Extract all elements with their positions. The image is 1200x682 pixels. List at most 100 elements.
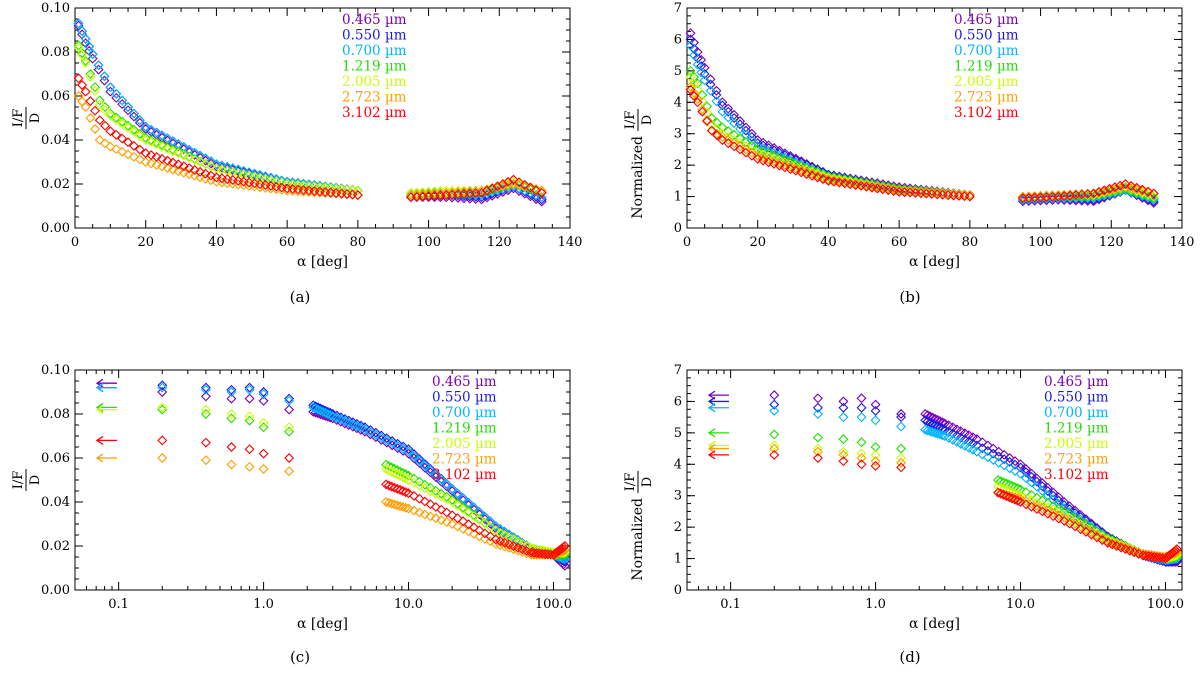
data-point	[452, 488, 463, 499]
data-point	[1149, 552, 1160, 562]
data-point	[134, 144, 145, 155]
data-point	[397, 486, 408, 496]
data-point	[967, 444, 978, 455]
data-point	[1115, 180, 1126, 191]
data-point	[925, 411, 936, 422]
series-0700m	[685, 40, 1159, 205]
data-point	[1037, 506, 1048, 517]
data-point	[1059, 500, 1070, 511]
data-point	[211, 159, 222, 170]
data-point	[395, 470, 406, 481]
data-point	[105, 82, 116, 93]
x-tick-label: 60	[279, 235, 296, 250]
data-point	[226, 393, 237, 404]
data-point	[376, 432, 387, 443]
series-0550m	[157, 380, 570, 567]
data-point	[856, 448, 867, 459]
data-point	[146, 150, 157, 161]
data-point	[521, 541, 532, 551]
data-point	[1070, 521, 1081, 532]
data-point	[77, 80, 88, 90]
data-point	[697, 104, 708, 115]
data-point	[988, 448, 999, 459]
data-point	[740, 125, 751, 136]
data-point	[167, 164, 178, 175]
panel-d: 0.1 1.0 10.0 100.0 0 1 2 3 4 5 6 7 α [deg] Normalized…	[623, 363, 1184, 666]
data-point	[932, 428, 943, 439]
series-0550m	[685, 34, 1159, 207]
data-point	[400, 502, 411, 513]
y-tick-label: 0	[674, 221, 682, 236]
x-axis-label: α [deg]	[909, 254, 960, 270]
x-tick-label: 0	[683, 235, 691, 250]
y-axis-label: Normalized I/F D	[623, 109, 655, 219]
data-point	[436, 488, 447, 499]
data-point	[238, 169, 249, 180]
y-tick-label: 0.04	[41, 495, 70, 510]
data-point	[436, 504, 447, 515]
x-tick-label: 140	[558, 235, 583, 250]
data-point	[758, 152, 769, 163]
data-point	[352, 185, 363, 196]
data-point	[233, 164, 244, 175]
data-point	[1048, 487, 1059, 498]
legend-entry: 1.219 µm	[1044, 421, 1109, 437]
data-point	[134, 115, 145, 126]
x-tick-label: 1.0	[253, 597, 274, 612]
data-point	[951, 436, 962, 447]
data-point	[123, 102, 134, 112]
data-point	[100, 102, 111, 112]
legend: 0.465 µm0.550 µm0.700 µm1.219 µm2.005 µm…	[342, 12, 407, 121]
data-point	[1075, 514, 1086, 525]
y-tick-label: 0.06	[41, 89, 70, 104]
data-point	[812, 453, 823, 463]
data-point	[1171, 544, 1182, 555]
data-point	[441, 517, 452, 528]
data-point	[1021, 499, 1031, 510]
data-point	[409, 490, 419, 501]
data-point	[519, 179, 530, 190]
data-point	[838, 396, 849, 407]
x-tick-label: 10.0	[394, 597, 423, 612]
data-point	[920, 424, 931, 435]
data-point	[1059, 497, 1070, 507]
data-point	[90, 105, 101, 116]
data-point	[94, 115, 105, 126]
data-point	[998, 489, 1009, 500]
x-tick-label: 40	[208, 235, 225, 250]
data-point	[740, 147, 751, 158]
data-point	[927, 412, 938, 423]
data-point	[200, 437, 211, 448]
data-point	[1048, 500, 1059, 511]
data-point	[706, 113, 717, 123]
data-point	[812, 446, 823, 457]
data-point	[84, 41, 95, 52]
series-2723m	[685, 81, 1159, 202]
data-point	[685, 28, 696, 39]
data-point	[838, 412, 849, 423]
data-point	[998, 489, 1009, 500]
data-point	[100, 120, 111, 131]
legend-entry: 3.102 µm	[954, 105, 1019, 121]
data-point	[729, 109, 740, 120]
y-tick-label: 4	[674, 457, 682, 472]
data-point	[536, 192, 547, 203]
data-point	[740, 129, 751, 140]
data-point	[870, 460, 881, 471]
data-point	[937, 417, 948, 428]
data-point	[1075, 524, 1086, 535]
data-point	[77, 29, 88, 40]
legend-entry: 2.723 µm	[342, 90, 407, 106]
data-point	[959, 428, 970, 439]
data-point	[409, 477, 419, 488]
data-point	[157, 382, 168, 393]
data-point	[414, 455, 425, 466]
data-point	[123, 122, 134, 133]
data-point	[1053, 492, 1064, 503]
data-point	[967, 438, 978, 449]
y-label-numerator: I/F	[11, 109, 26, 128]
data-point	[447, 510, 458, 521]
data-point	[425, 499, 436, 510]
data-point	[870, 405, 881, 416]
data-point	[258, 395, 269, 406]
